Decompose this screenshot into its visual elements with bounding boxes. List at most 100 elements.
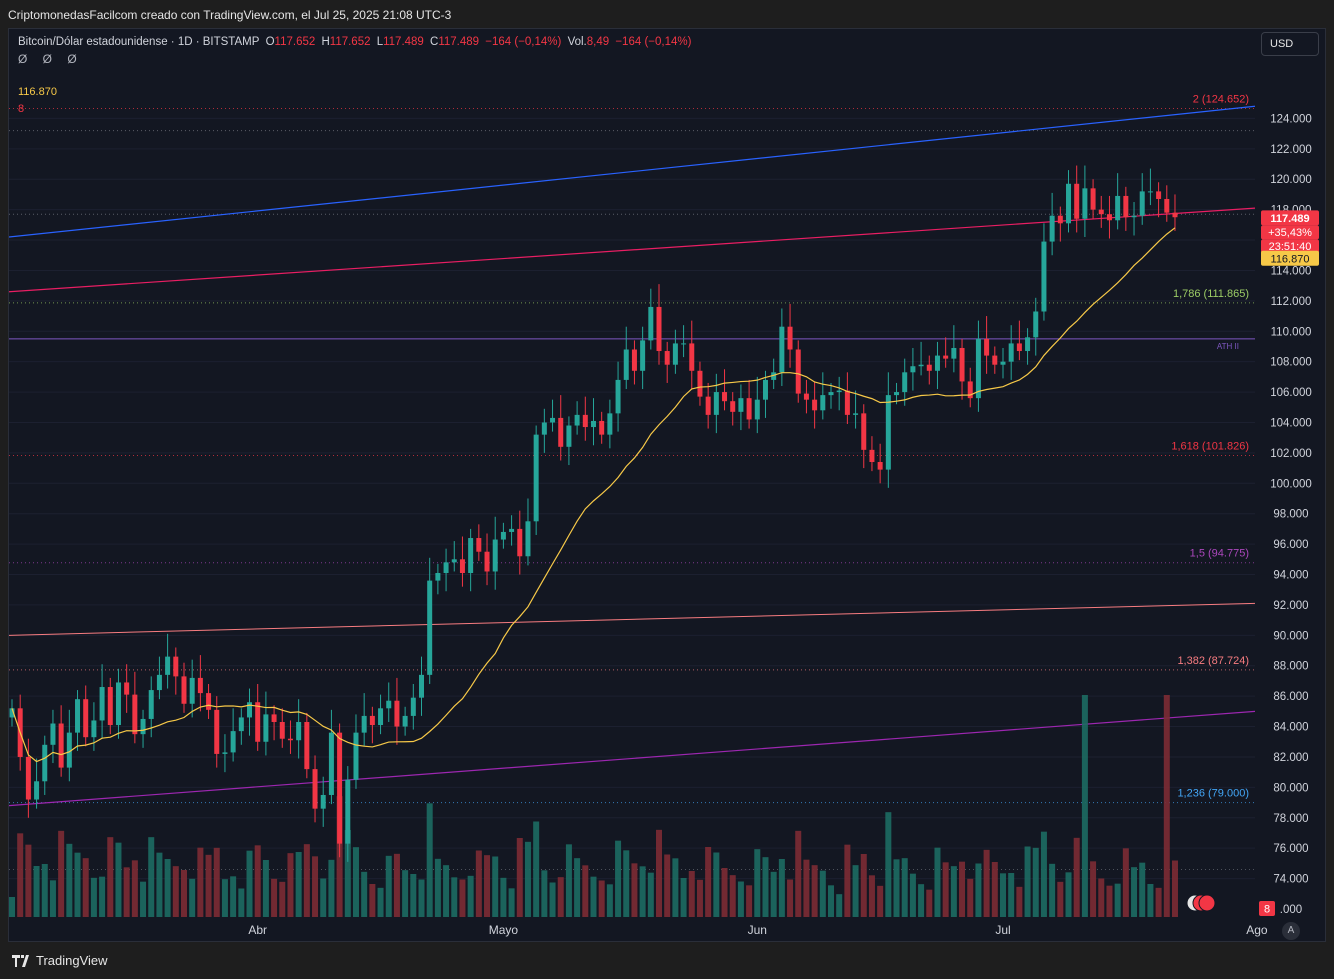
candle-body (926, 364, 932, 371)
indicator-row[interactable]: Ø Ø Ø (18, 52, 83, 66)
candle-body (697, 370, 703, 397)
volume-bar (1163, 695, 1170, 917)
candle-body (590, 420, 596, 428)
candle-body (894, 392, 900, 396)
volume-bar (999, 873, 1006, 917)
volume-bar (369, 884, 376, 917)
volume-bar (49, 880, 56, 917)
volume-bar (1139, 862, 1146, 917)
volume-bar (1016, 886, 1023, 917)
candle-body (1172, 212, 1178, 218)
fib-level-label: 1,786 (111.865) (1173, 288, 1249, 300)
y-axis-tick-label: 94.000 (1273, 570, 1308, 582)
auto-scale-button[interactable]: A (1282, 922, 1300, 940)
fib-level-label: 1,382 (87.724) (1177, 655, 1249, 667)
price-chart[interactable]: 2 (124.652) 1,786 (111.865) 1,618 (101.826… (9, 29, 1327, 943)
volume-bar (991, 862, 998, 917)
candle-body (820, 395, 826, 411)
volume-bar (197, 847, 204, 917)
y-axis-tick-label: 122.000 (1270, 144, 1312, 156)
candle-body (443, 562, 449, 573)
candle-body (795, 349, 801, 394)
volume-bar (705, 847, 712, 917)
candle-body (1082, 188, 1088, 219)
volume-bar (1032, 847, 1039, 917)
candle-body (582, 414, 588, 428)
candle-body (844, 390, 850, 415)
candle-body (132, 694, 138, 735)
volume-bar (656, 829, 663, 917)
currency-button[interactable]: USD (1261, 32, 1319, 56)
volume-bar (459, 879, 466, 917)
symbol-name[interactable]: Bitcoin/Dólar estadounidense · 1D · BITS… (18, 36, 260, 48)
y-axis-tick-label: .000 (1280, 904, 1302, 916)
volume-bar (303, 844, 310, 917)
y-axis-tick-label: 76.000 (1273, 843, 1308, 855)
candle-body (206, 693, 212, 710)
candle-body (1025, 337, 1031, 352)
candle-body (83, 699, 89, 738)
fib-level-label: 2 (124.652) (1193, 93, 1249, 105)
y-axis-tick-label: 112.000 (1271, 296, 1312, 308)
candle-body (378, 708, 384, 726)
price-tag-ma: 116.870 (1271, 253, 1310, 265)
volume-bar (9, 897, 15, 917)
volume-bar (590, 876, 597, 917)
volume-bar (1131, 867, 1138, 917)
candle-body (394, 700, 400, 727)
candles (9, 165, 1178, 862)
moving-average-line (11, 227, 1176, 763)
volume-bar (901, 858, 908, 917)
tradingview-footer[interactable]: TradingView (12, 953, 108, 968)
low-label: L (376, 36, 384, 48)
volume-bar (1122, 848, 1129, 917)
volume-bar (1073, 837, 1080, 917)
volume-bar (33, 866, 40, 917)
volume-bar (885, 812, 892, 917)
candle-body (754, 399, 760, 420)
volume-bar (729, 875, 736, 917)
y-axis-tick-label: 104.000 (1270, 417, 1312, 429)
candle-body (951, 347, 957, 359)
volume-bar (287, 853, 294, 917)
candle-body (861, 413, 867, 450)
volume-bar (492, 856, 499, 917)
candle-body (402, 715, 408, 727)
volume-bar (541, 870, 548, 917)
volume-bar (262, 860, 269, 917)
volume-bar (1008, 873, 1015, 917)
volume-bar (131, 860, 138, 917)
candle-body (1041, 241, 1047, 312)
volume-bar (606, 884, 613, 917)
volume-bar (172, 866, 179, 917)
y-axis-tick-label: 80.000 (1273, 782, 1308, 794)
volume-bar (361, 871, 368, 917)
candle-body (1000, 361, 1006, 365)
volume-bar (320, 878, 327, 917)
candle-body (173, 656, 179, 677)
volume-bar (557, 877, 564, 917)
volume-bar (1040, 831, 1047, 917)
candle-body (705, 396, 711, 415)
candle-body (222, 752, 228, 754)
volume-bar (123, 867, 130, 917)
open-value: 117.652 (274, 36, 316, 48)
candle-body (689, 343, 695, 371)
y-axis-tick-label: 88.000 (1273, 661, 1308, 673)
candle-body (296, 721, 302, 741)
chart-frame[interactable]: 2 (124.652) 1,786 (111.865) 1,618 (101.826… (8, 28, 1326, 942)
candle-body (410, 697, 416, 716)
volume-bar (942, 862, 949, 917)
volume-bar (770, 871, 777, 917)
volume-bar (950, 866, 957, 917)
volume-bar (721, 868, 728, 917)
price-tag-bg (1261, 210, 1319, 226)
volume-bar (688, 871, 695, 917)
price-tag-bg (1259, 901, 1275, 916)
volume-bar (598, 880, 605, 917)
candle-body (550, 417, 556, 423)
candle-body (959, 347, 965, 382)
volume-bar (836, 894, 843, 917)
volume-bar (582, 865, 589, 917)
candle-body (902, 372, 908, 393)
